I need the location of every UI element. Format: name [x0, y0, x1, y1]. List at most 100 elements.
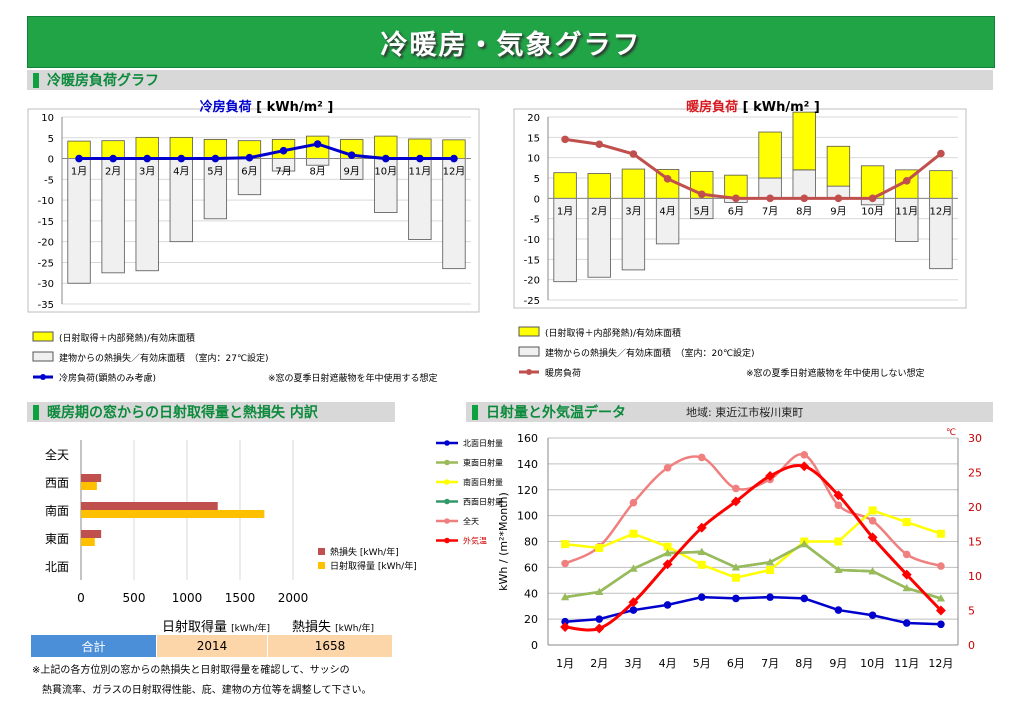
y-tick-label: -10 [38, 196, 54, 207]
y2-tick-label: 15 [968, 536, 982, 549]
load-point [766, 194, 774, 203]
gain-bar [826, 145, 851, 187]
legend-swatch [318, 548, 325, 555]
load-point [109, 154, 117, 163]
month-label: 8月 [309, 166, 325, 178]
y-tick-label: 15 [527, 133, 540, 144]
load-point [75, 154, 83, 163]
category-label: 東面 [45, 532, 69, 546]
legend-swatch-point [444, 498, 450, 505]
loss-bar [895, 197, 919, 242]
series-point [561, 540, 570, 549]
legend-label: 建物からの熱損失／有効床面積 （室内：20℃設定) [545, 347, 755, 359]
series-point [936, 529, 945, 538]
series-point [902, 619, 911, 627]
load-point [279, 146, 288, 155]
month-label: 6月 [727, 657, 745, 670]
series-point [766, 593, 774, 601]
section-header-load: 冷暖房負荷グラフ [27, 70, 993, 90]
y2-tick-label: 30 [968, 432, 982, 445]
load-point [211, 154, 220, 163]
legend-label: 熱損失 [kWh/年] [330, 546, 399, 558]
series-point [663, 463, 672, 472]
hbar-gain [81, 510, 265, 518]
x-tick-label: 500 [123, 591, 146, 605]
series-point [935, 605, 946, 616]
y-tick-label: 40 [524, 587, 538, 600]
y2-tick-label: 20 [968, 501, 982, 514]
series-point [595, 587, 604, 595]
y2-tick-label: 25 [968, 467, 982, 480]
hbar-gain [81, 482, 97, 490]
legend-swatch-point [444, 537, 450, 544]
y-tick-label: -15 [524, 255, 540, 266]
series-point [561, 617, 569, 626]
month-label: 5月 [207, 166, 223, 178]
total-gain: 2014 [156, 635, 269, 657]
y-tick-label: 80 [524, 536, 538, 549]
load-point [937, 149, 945, 158]
legend-label: 西面日射量 [463, 497, 503, 507]
legend-swatch-point [444, 440, 450, 446]
series-point [868, 506, 877, 515]
window-note-2: 熱貫流率、ガラスの日射取得性能、庇、建物の方位等を調整して下さい。 [42, 685, 372, 696]
month-label: 11月 [894, 657, 919, 670]
location-label: 地域: 東近江市桜川東町 [686, 406, 804, 419]
month-label: 7月 [275, 166, 291, 178]
month-label: 12月 [443, 166, 466, 178]
month-label: 11月 [895, 205, 918, 217]
legend-label: 北面日射量 [463, 438, 503, 448]
load-line [79, 142, 454, 161]
series-point [696, 522, 707, 533]
legend-swatch-loss [518, 346, 540, 357]
series-point [765, 471, 776, 481]
gain-bar [792, 111, 816, 171]
legend-swatch-point [40, 374, 46, 380]
month-label: 9月 [829, 657, 847, 670]
legend-label: 東面日射量 [463, 458, 503, 468]
chart-title: 暖房負荷 [ kWh/m² ] [686, 99, 820, 115]
series-point [732, 484, 740, 493]
legend-label: 日射取得量 [kWh/年] [330, 560, 417, 572]
series-point [731, 573, 740, 582]
section-marker [33, 404, 39, 420]
load-point [902, 177, 911, 185]
gain-bar [621, 168, 646, 199]
x-tick-label: 2000 [278, 591, 309, 605]
month-label: 2月 [591, 205, 607, 217]
category-label: 西面 [45, 476, 69, 490]
month-label: 8月 [796, 205, 812, 217]
gain-bar [929, 170, 953, 199]
load-point [697, 190, 706, 199]
month-label: 1月 [556, 657, 574, 670]
section-marker [33, 72, 39, 88]
total-loss: 1658 [268, 635, 393, 657]
series-point [730, 496, 741, 507]
chart-title: 冷房負荷 [ kWh/m² ] [200, 99, 334, 115]
series-point [662, 559, 673, 570]
category-label: 全天 [45, 447, 69, 462]
series-point [937, 562, 945, 570]
series-point [834, 537, 843, 546]
load-point [416, 154, 424, 163]
x-tick-label: 0 [77, 591, 85, 605]
gain-bar [553, 172, 577, 199]
hbar-loss [81, 530, 102, 538]
series-point [629, 606, 638, 614]
y2-unit: ℃ [946, 428, 956, 438]
y-tick-label: -25 [524, 296, 540, 307]
y2-tick-label: 10 [968, 570, 982, 583]
month-label: 7月 [761, 657, 779, 670]
series-point [697, 560, 706, 569]
series-point [561, 593, 570, 601]
y-tick-label: -10 [524, 235, 540, 246]
page-title-banner: 冷暖房・気象グラフ [27, 16, 995, 68]
y-tick-label: 120 [517, 484, 538, 497]
month-label: 3月 [139, 166, 155, 178]
legend-swatch-point [444, 518, 450, 524]
month-label: 10月 [374, 166, 397, 178]
series-point [561, 559, 569, 568]
gain-bar [758, 131, 782, 179]
window-note-1: ※上記の各方位別の窓からの熱損失と日射取得量を確認して、サッシの [32, 665, 350, 676]
